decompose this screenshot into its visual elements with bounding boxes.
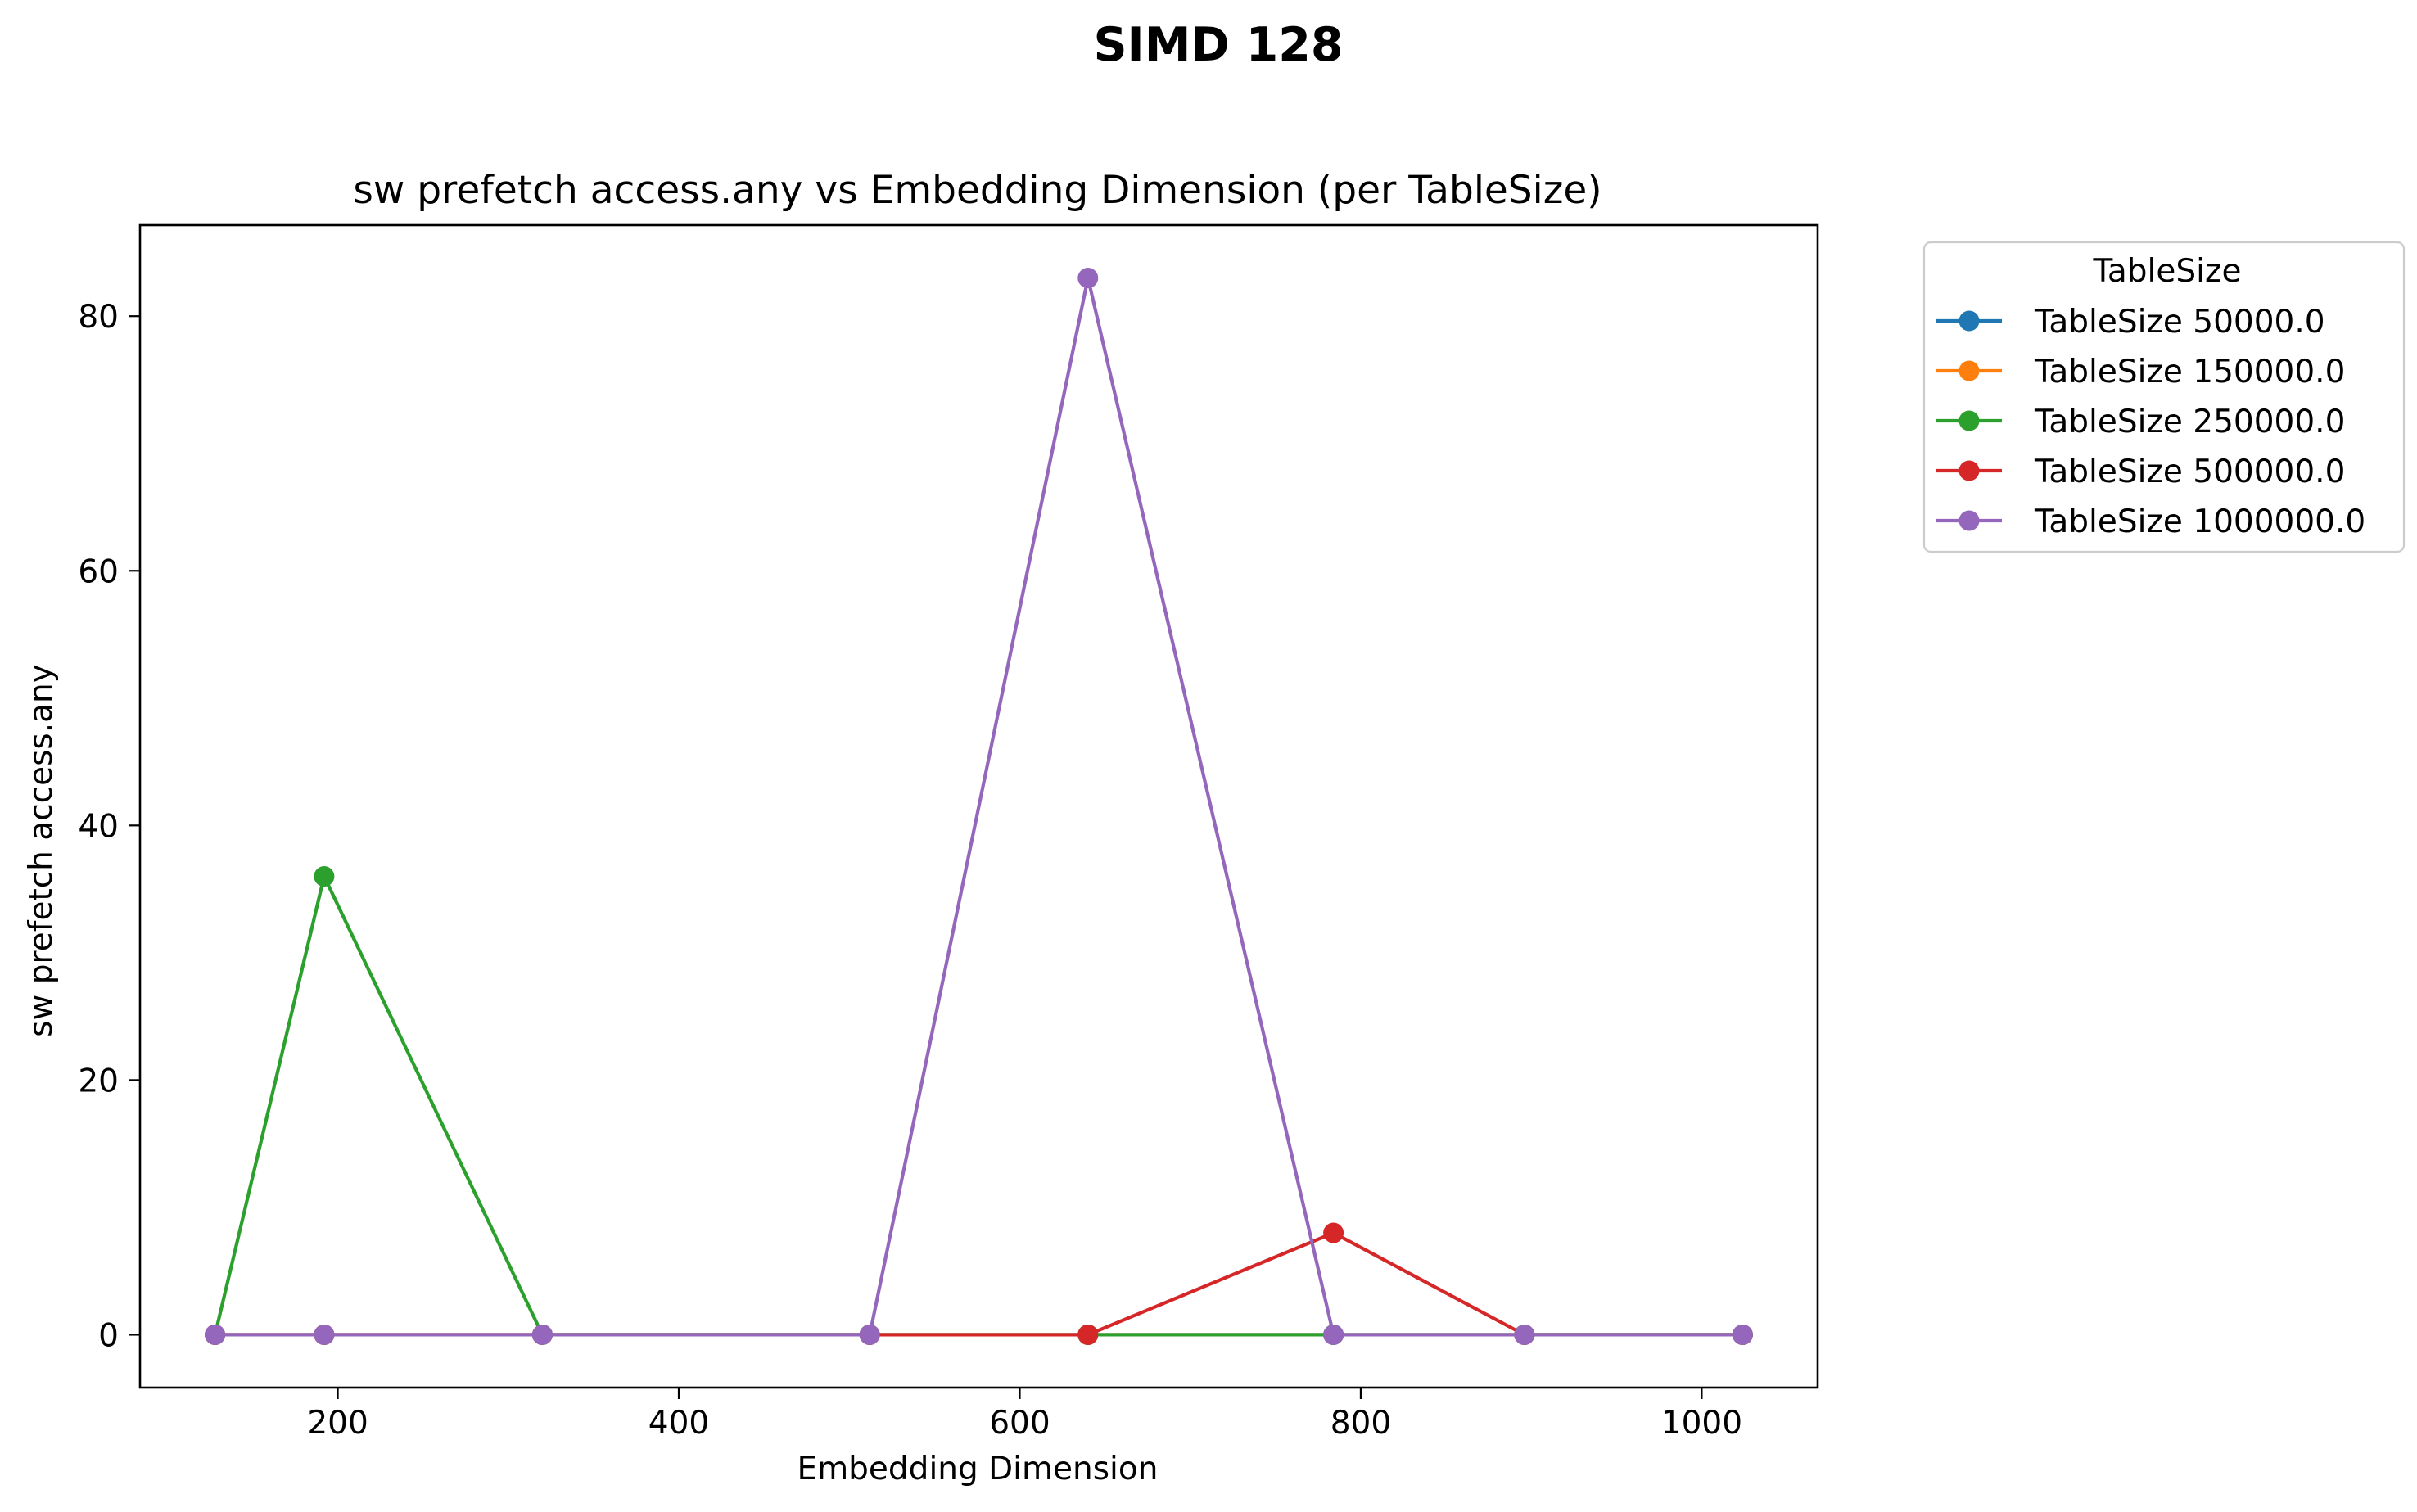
legend-entry-label: TableSize 1000000.0 <box>2034 503 2365 540</box>
legend-swatch-marker <box>1958 410 1980 431</box>
series-4-point <box>1732 1324 1753 1345</box>
y-tick-label: 60 <box>78 553 119 590</box>
x-axis-label: Embedding Dimension <box>797 1451 1159 1487</box>
series-3-point <box>1323 1222 1344 1243</box>
legend-entry-label: TableSize 50000.0 <box>2034 304 2325 341</box>
legend-swatch-marker <box>1958 360 1980 381</box>
series-line-2 <box>213 874 1745 1337</box>
y-axis-label: sw prefetch access.any <box>23 664 60 1037</box>
series-4-point <box>1323 1324 1344 1345</box>
legend-swatch-marker <box>1958 510 1980 531</box>
series-4-point <box>205 1324 226 1345</box>
x-tick-label: 600 <box>989 1405 1050 1442</box>
series-4-point <box>859 1324 880 1345</box>
legend-entry-label: TableSize 250000.0 <box>2034 404 2345 440</box>
figure-suptitle: SIMD 128 <box>1093 18 1343 72</box>
x-tick-label: 200 <box>307 1405 368 1442</box>
series-line-4 <box>213 276 1745 1337</box>
series-2-point <box>314 866 335 887</box>
chart-title: sw prefetch access.any vs Embedding Dime… <box>353 168 1602 213</box>
legend: TableSize TableSize 50000.0 TableSize 1500… <box>1922 241 2406 553</box>
x-tick-label: 800 <box>1330 1405 1391 1442</box>
y-tick-label: 20 <box>78 1063 119 1099</box>
series-3-point <box>1077 1324 1099 1345</box>
legend-entry-label: TableSize 150000.0 <box>2034 354 2345 390</box>
plot-area: 200 400 600 800 1000 0 20 40 60 80 <box>78 223 1819 1442</box>
series-4-point <box>531 1324 553 1345</box>
legend-swatch-marker <box>1958 460 1980 481</box>
legend-title: TableSize <box>2093 253 2242 290</box>
axes-frame <box>138 223 1819 1389</box>
x-tick-label: 400 <box>648 1405 709 1442</box>
legend-entry-label: TableSize 500000.0 <box>2034 454 2345 490</box>
series-line-3 <box>213 1230 1745 1337</box>
series-4-point <box>314 1324 335 1345</box>
legend-swatch-marker <box>1958 310 1980 332</box>
y-tick-label: 40 <box>78 808 119 845</box>
series-4-point <box>1514 1324 1535 1345</box>
x-tick-label: 1000 <box>1661 1405 1742 1442</box>
y-tick-label: 0 <box>98 1317 119 1354</box>
series-4-point <box>1077 268 1099 289</box>
legend-box <box>1922 241 2406 553</box>
y-tick-label: 80 <box>78 299 119 336</box>
